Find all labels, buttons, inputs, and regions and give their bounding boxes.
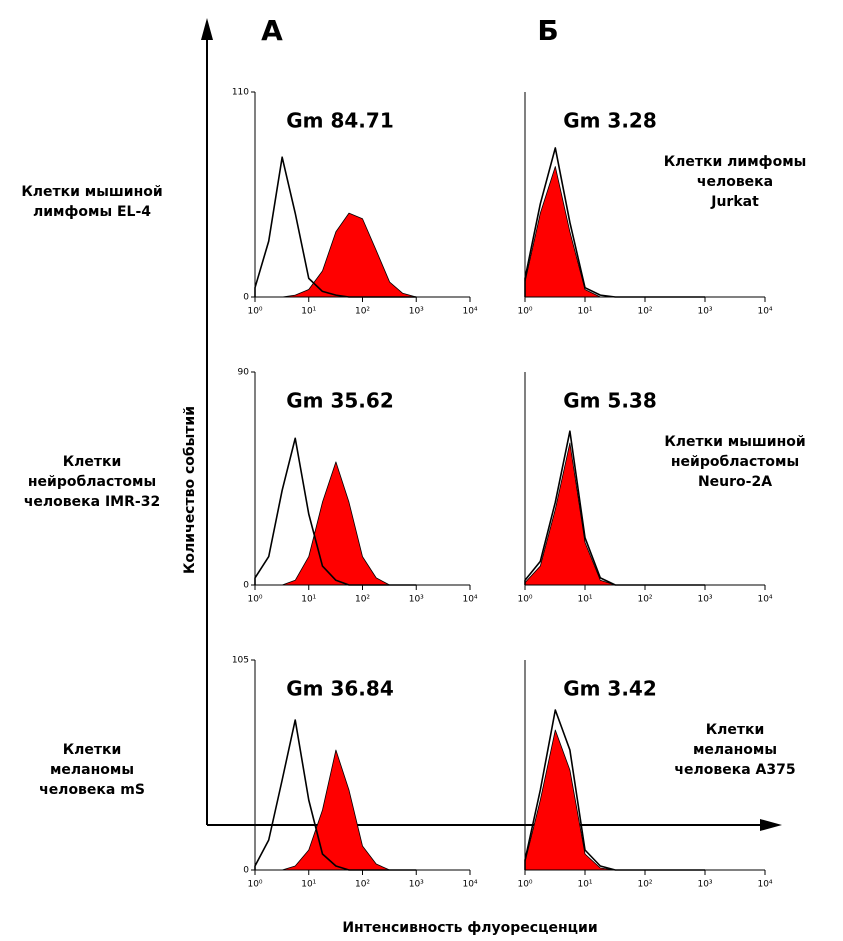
column-label: Б (537, 14, 558, 47)
gm-annotation: Gm 84.71 (286, 109, 393, 133)
gm-annotation: Gm 35.62 (286, 389, 393, 413)
gm-annotation: Gm 3.42 (563, 677, 657, 701)
x-tick-label: 10⁰ (517, 880, 532, 890)
column-label: А (261, 14, 283, 47)
x-tick-label: 10⁰ (517, 595, 532, 605)
row-label: человека (697, 174, 773, 190)
x-tick-label: 10³ (697, 880, 712, 890)
gm-annotation: Gm 3.28 (563, 109, 657, 133)
row-label: Клетки мышиной (21, 184, 162, 200)
stained-histogram (524, 166, 705, 298)
x-tick-label: 10⁰ (247, 307, 262, 317)
x-tick-label: 10² (355, 880, 370, 890)
x-tick-label: 10⁴ (757, 595, 772, 605)
gm-annotation: Gm 36.84 (286, 677, 393, 701)
row-label: Neuro-2A (698, 474, 772, 490)
row-label: человека mS (39, 782, 145, 798)
y-tick-label: 90 (238, 368, 250, 378)
row-label: нейробластомы (671, 454, 799, 470)
x-axis-title: Интенсивность флуоресценции (342, 920, 597, 936)
row-label: меланомы (693, 742, 777, 758)
x-tick-label: 10³ (697, 595, 712, 605)
x-tick-label: 10⁰ (517, 307, 532, 317)
row-label: лимфомы EL-4 (33, 204, 151, 220)
y-tick-label: 0 (243, 581, 249, 591)
y-axis-title: Количество событий (182, 406, 198, 574)
y-tick-label: 0 (243, 866, 249, 876)
gm-annotation: Gm 5.38 (563, 389, 657, 413)
x-tick-label: 10³ (409, 307, 424, 317)
x-tick-label: 10² (637, 307, 652, 317)
x-tick-label: 10⁰ (247, 880, 262, 890)
stained-histogram (255, 212, 417, 298)
row-label: нейробластомы (28, 474, 156, 490)
stained-histogram (524, 729, 705, 871)
row-label: Jurkat (710, 194, 759, 210)
y-tick-label: 105 (232, 656, 249, 666)
row-label: Клетки (63, 742, 122, 758)
x-tick-label: 10² (355, 595, 370, 605)
row-label: человека IMR-32 (24, 494, 160, 510)
y-tick-label: 110 (232, 88, 249, 98)
x-tick-label: 10⁴ (462, 880, 477, 890)
x-tick-label: 10³ (409, 880, 424, 890)
x-tick-label: 10⁴ (757, 307, 772, 317)
row-label: меланомы (50, 762, 134, 778)
row-label: Клетки лимфомы (664, 154, 807, 170)
x-tick-label: 10³ (697, 307, 712, 317)
y-tick-label: 0 (243, 293, 249, 303)
x-tick-label: 10⁴ (757, 880, 772, 890)
x-tick-label: 10¹ (577, 307, 592, 317)
x-tick-label: 10⁴ (462, 595, 477, 605)
x-tick-label: 10⁰ (247, 595, 262, 605)
x-tick-label: 10³ (409, 595, 424, 605)
x-tick-label: 10² (355, 307, 370, 317)
x-tick-label: 10² (637, 595, 652, 605)
x-tick-label: 10² (637, 880, 652, 890)
x-tick-label: 10⁴ (462, 307, 477, 317)
row-label: Клетки мышиной (664, 434, 805, 450)
x-tick-label: 10¹ (577, 595, 592, 605)
x-tick-label: 10¹ (301, 595, 316, 605)
row-label: Клетки (63, 454, 122, 470)
x-tick-label: 10¹ (577, 880, 592, 890)
y-arrowhead (201, 18, 213, 40)
x-tick-label: 10¹ (301, 880, 316, 890)
row-label: человека A375 (674, 762, 795, 778)
stained-histogram (255, 749, 417, 871)
x-arrowhead (760, 819, 782, 831)
stained-histogram (255, 461, 417, 586)
x-tick-label: 10¹ (301, 307, 316, 317)
row-label: Клетки (706, 722, 765, 738)
